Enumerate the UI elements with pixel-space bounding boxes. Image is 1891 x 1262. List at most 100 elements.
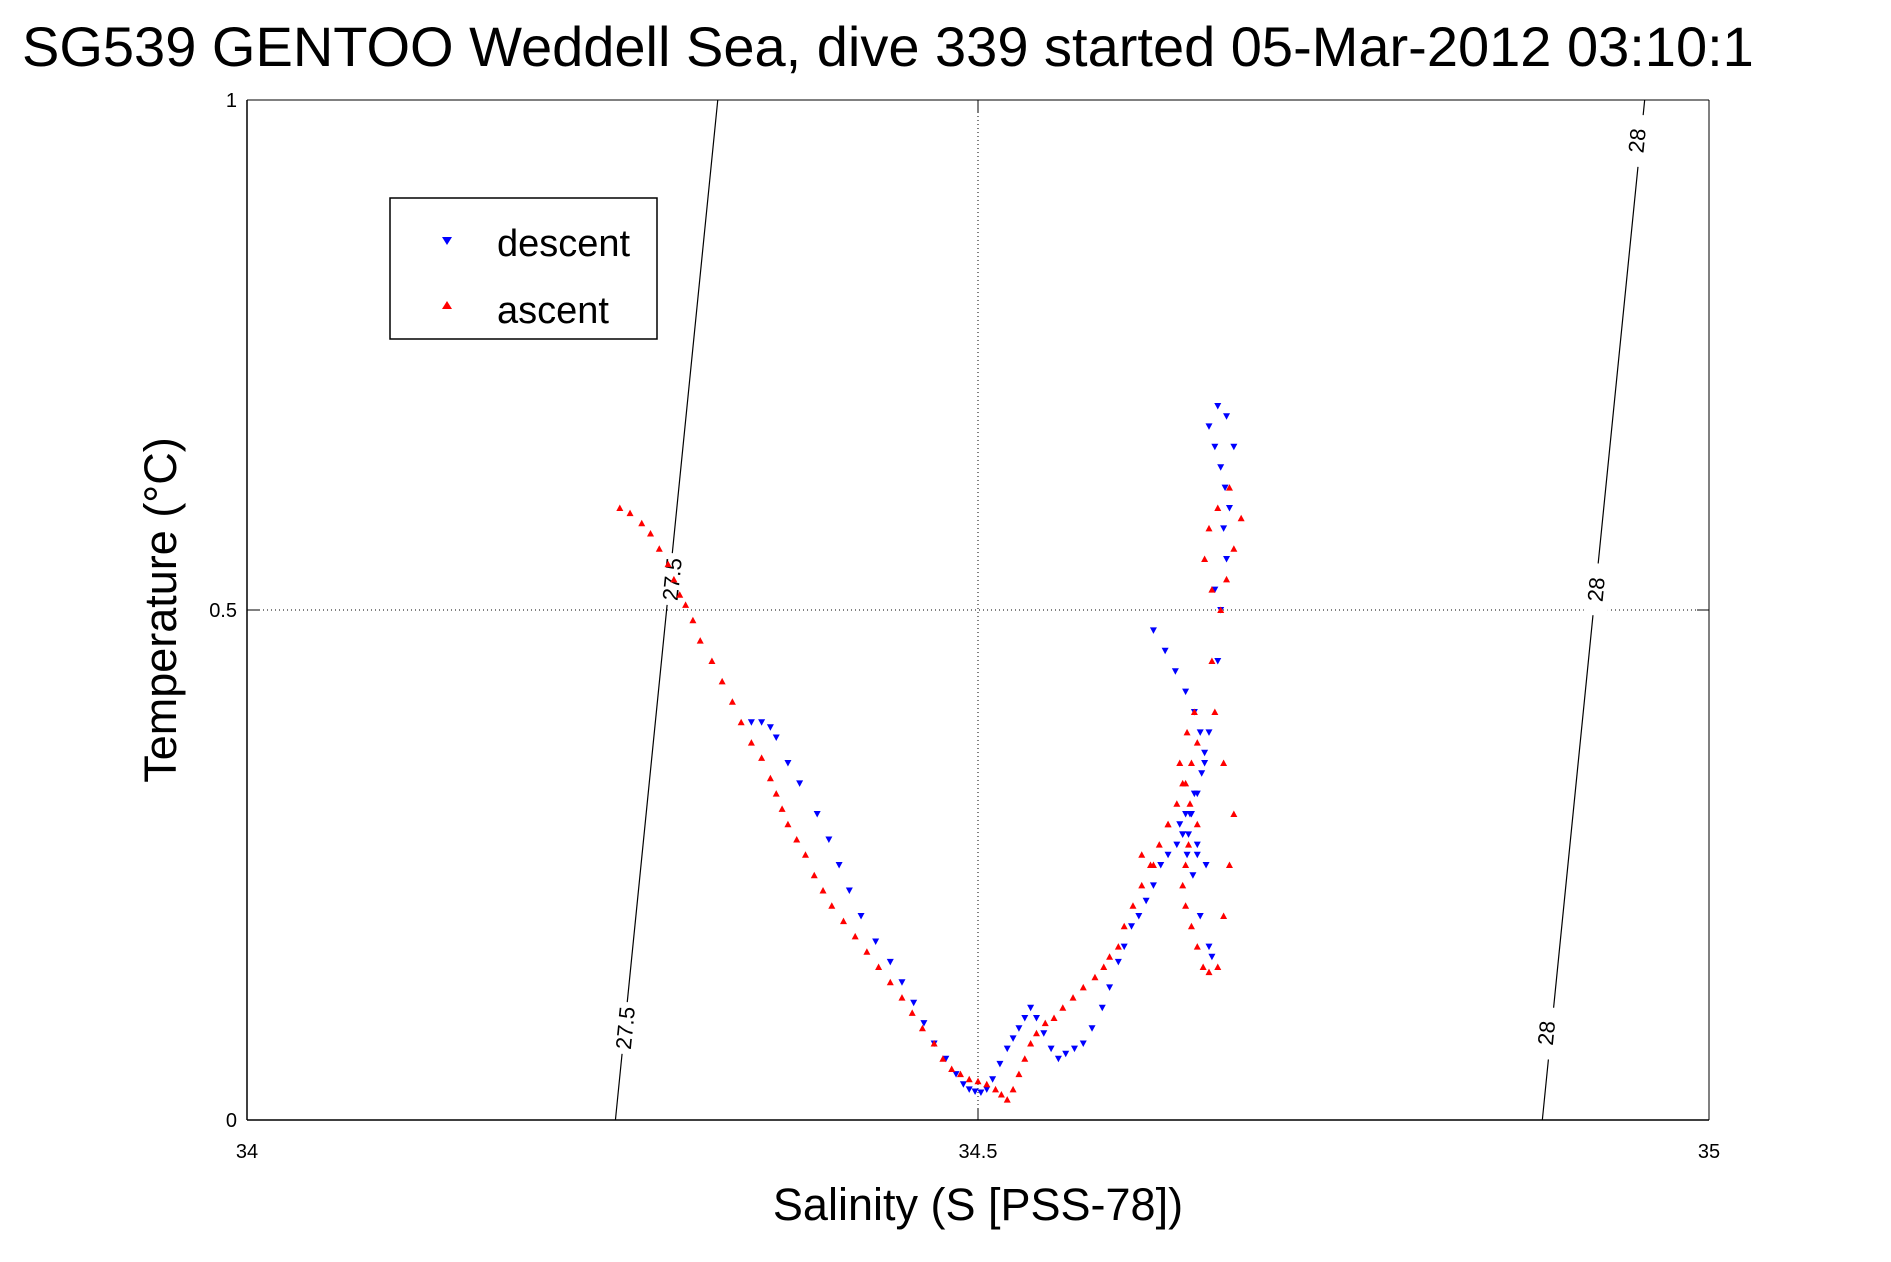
ascent-point [983,1080,991,1088]
descent-point [1187,811,1195,818]
y-axis-label: Temperature (°C) [135,437,186,783]
ascent-point [1179,881,1187,889]
descent-point [1161,647,1169,655]
x-tick-label: 34 [236,1141,258,1163]
descent-point [1088,1025,1096,1032]
ascent-point [1182,902,1190,909]
descent-point [1079,1040,1087,1047]
data-points [616,403,1245,1103]
ascent-point [1114,943,1122,950]
ascent-point [828,902,836,909]
ascent-point [1069,994,1077,1001]
ascent-point [1164,820,1172,828]
descent-point [886,958,894,966]
ascent-point [638,519,646,527]
ascent-point [997,1091,1005,1098]
ascent-point [1138,851,1146,858]
descent-point [1201,760,1209,767]
legend-descent-label: descent [497,223,631,265]
legend-ascent-marker [442,301,452,309]
descent-point [1205,423,1213,430]
descent-point [1120,943,1128,951]
descent-point [1201,749,1209,757]
descent-point [857,913,865,920]
ascent-point [992,1085,1000,1093]
ascent-point [1220,759,1228,766]
ascent-point [647,530,655,537]
ascent-point [676,591,684,598]
ascent-point [939,1055,947,1062]
ascent-point [626,509,634,517]
descent-point [1164,851,1172,859]
ascent-point [682,601,690,608]
ascent-point [1205,968,1213,976]
descent-point [1198,770,1206,777]
ascent-point [655,545,663,552]
descent-point [1193,851,1201,859]
ascent-point [819,887,827,894]
chart-title: SG539 GENTOO Weddell Sea, dive 339 start… [22,15,1754,78]
ascent-point [1179,779,1187,787]
descent-point [1173,841,1181,849]
ascent-point [863,948,871,955]
ascent-point [1214,504,1222,511]
ascent-point [1091,973,1099,981]
ascent-point [930,1040,938,1047]
descent-point [1223,413,1231,420]
ascent-point [1176,759,1184,766]
y-tick-label: 0 [226,1110,237,1132]
ascent-point [1193,943,1201,950]
ascent-point [1223,575,1231,583]
ascent-point [1129,902,1137,909]
ascent-point [1187,759,1195,766]
descent-point [1221,484,1229,492]
descent-point [1171,668,1179,675]
ascent-point [1220,912,1228,919]
descent-point [1027,1004,1035,1012]
ascent-point [918,1024,926,1032]
descent-point [758,719,766,726]
ascent-point [810,871,818,879]
ascent-point [1217,606,1225,613]
ascent-point [965,1075,973,1083]
descent-point [1225,505,1233,512]
ascent-point [766,774,774,782]
ascent-point [737,718,745,726]
descent-point [1193,841,1201,849]
descent-point [1196,729,1204,736]
ascent-point [1237,514,1245,522]
x-tick-label: 35 [1698,1141,1720,1163]
descent-point [989,1076,997,1083]
ascent-point [1032,1029,1040,1037]
legend-descent-marker [442,237,452,245]
ascent-point [1186,800,1194,807]
descent-point [1128,923,1136,930]
descent-point [1021,1015,1029,1022]
y-tick-label: 1 [226,90,237,112]
descent-point [1183,851,1191,859]
ascent-point [1173,800,1181,807]
descent-point [1220,525,1228,532]
descent-point [1015,1025,1023,1032]
descent-point [1223,556,1231,563]
ascent-point [1190,708,1198,715]
legend: descent ascent [389,197,658,340]
descent-point [1114,958,1122,966]
ascent-point [1015,1070,1023,1078]
ascent-point [708,657,716,664]
descent-point [983,1086,991,1093]
descent-point [1205,943,1213,951]
ascent-point [664,560,672,568]
descent-point [1211,586,1219,594]
ascent-point [886,978,894,986]
ascent-point [908,1009,916,1016]
density-contour-label: 28 [1533,1020,1560,1047]
ascent-point [793,836,801,843]
descent-point [835,862,843,869]
density-contour-label: 28 [1623,127,1650,154]
ascent-point [1201,555,1209,562]
ascent-point [1059,1004,1067,1011]
descent-point [796,780,804,787]
ascent-point [1230,545,1238,552]
ascent-point [898,994,906,1001]
